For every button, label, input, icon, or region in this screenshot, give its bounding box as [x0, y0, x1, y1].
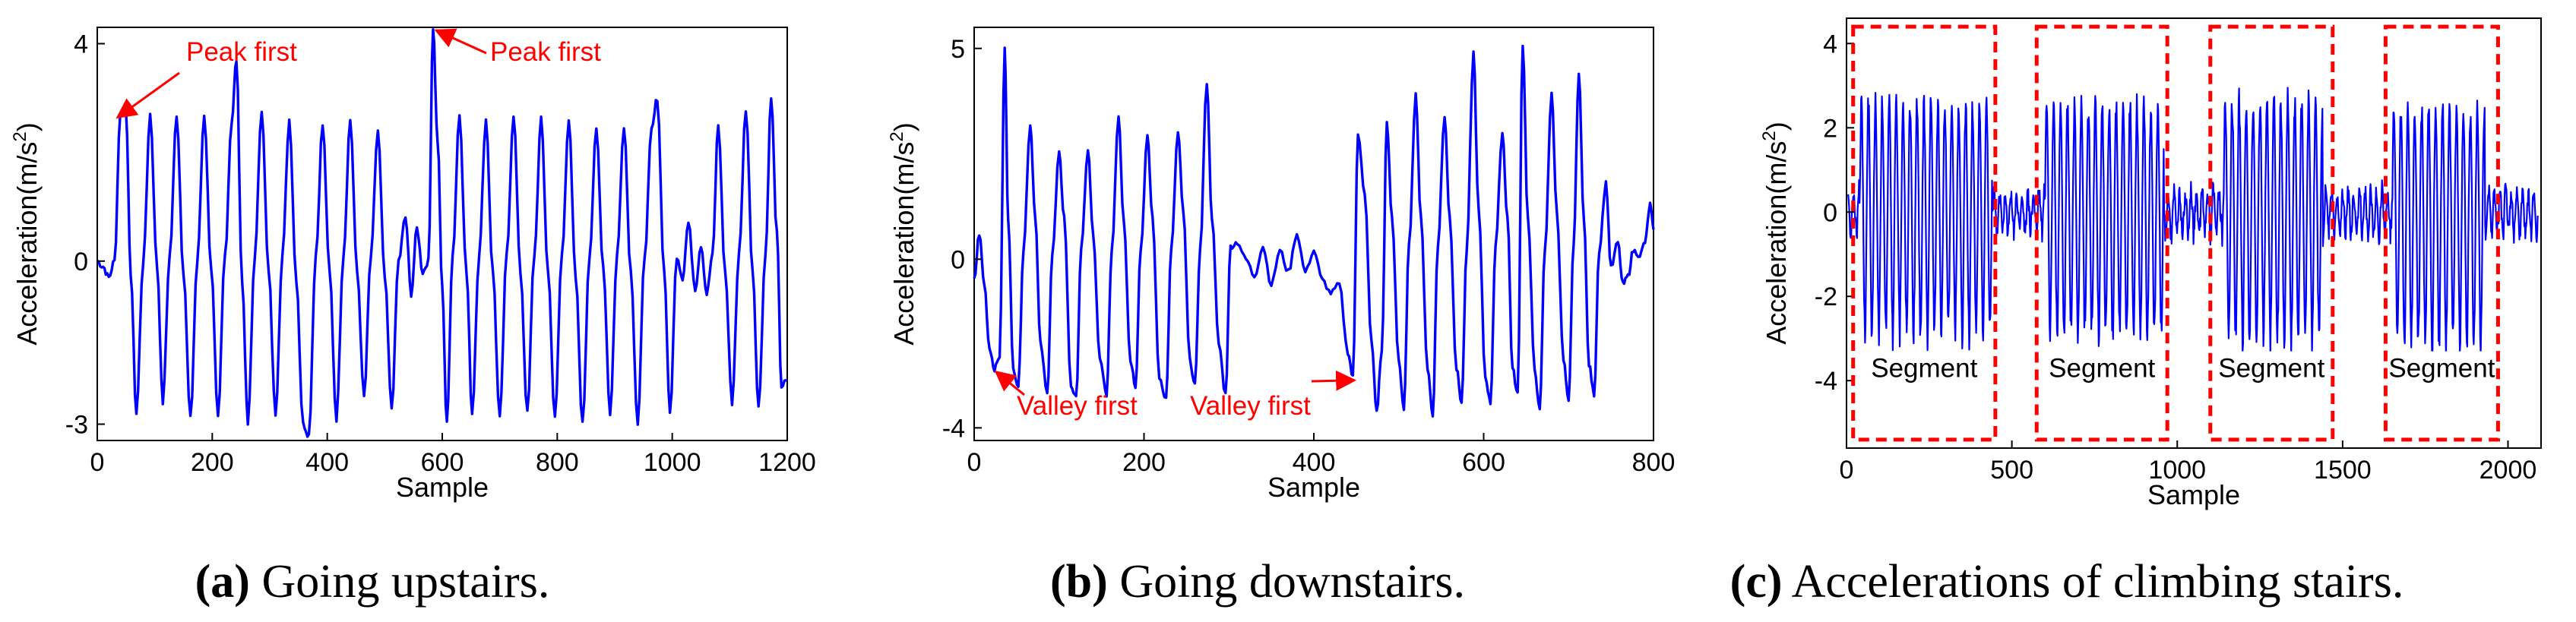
chart-c-segment-boxes: Segment Segment Segment Segment: [1851, 24, 2505, 442]
caption-c: (c) Accelerations of climbing stairs.: [1730, 556, 2404, 608]
chart-a-annotations: Peak first Peak first: [186, 37, 601, 67]
chart-c-segment-box: [2034, 24, 2169, 442]
chart-c-segment-box: [2208, 24, 2335, 442]
chart-c-xtick-label: 2000: [2479, 456, 2537, 485]
chart-b-xtick-label: 200: [1122, 448, 1166, 477]
caption-c-letter: (c): [1730, 556, 1783, 608]
chart-b-x-axis-label: Sample: [1267, 472, 1360, 503]
chart-c-segment-label-2: Segment: [2049, 354, 2155, 384]
chart-a-ytick-label: 4: [74, 30, 88, 58]
chart-b-xtick-label: 600: [1462, 448, 1505, 477]
caption-a-text: Going upstairs.: [250, 556, 549, 608]
chart-a-x-axis-label: Sample: [396, 472, 489, 503]
chart-a-annotation-peak-first-2: Peak first: [490, 37, 601, 67]
chart-a-xtick-label: 800: [536, 448, 579, 477]
chart-c-segment-label-bg: [2209, 351, 2334, 385]
chart-c-x-axis-label: Sample: [2147, 479, 2240, 510]
chart-b-frame: [973, 27, 1654, 441]
chart-b-ytick-label: 5: [951, 35, 965, 64]
chart-a-annotation-peak-first-1: Peak first: [186, 37, 297, 67]
chart-a-frame: [97, 27, 788, 441]
chart-b-y-axis-label: Acceleration(m/s2): [887, 122, 919, 345]
chart-a-series-line: [97, 28, 788, 438]
caption-b-text: Going downstairs.: [1108, 556, 1465, 608]
chart-panel-a: 0 200 400 600 800 1000 1200-304 Sample Acceler…: [10, 27, 816, 503]
chart-c-ytick-label: -2: [1815, 283, 1837, 311]
chart-a-ytick-label: 0: [74, 248, 88, 276]
chart-c-segment-label-1: Segment: [1871, 354, 1977, 384]
chart-c-segment-label-4: Segment: [2388, 354, 2495, 384]
chart-c-ytick-label: -4: [1815, 367, 1837, 396]
chart-c-frame: [1846, 17, 2542, 449]
chart-b-annotation-arrow: [1311, 370, 1357, 391]
chart-b-annotation-valley-first-1: Valley first: [1017, 391, 1138, 421]
chart-a-xtick-label: 1200: [758, 448, 816, 477]
chart-c-xtick-label: 1500: [2314, 456, 2372, 485]
chart-c-xtick-label: 1000: [2148, 456, 2206, 485]
chart-b-annotations: Valley first Valley first: [1017, 391, 1311, 421]
chart-a-y-axis-label: Acceleration(m/s2): [10, 122, 43, 345]
chart-c-plot-area: [1846, 17, 2542, 449]
chart-a-annotation-arrow: [434, 28, 487, 55]
chart-c-segment-label-3: Segment: [2218, 354, 2324, 384]
chart-b-ticks: 0 200 400 600 800-405: [942, 35, 1676, 477]
chart-c-xtick-label: 0: [1840, 456, 1854, 485]
chart-c-ytick-label: 0: [1823, 198, 1837, 227]
chart-panel-c: 0 500 1000 1500 2000 -4 -2 0 2 4 Sample Accelerat…: [1759, 17, 2542, 510]
caption-c-text: Accelerations of climbing stairs.: [1782, 556, 2404, 608]
chart-c-segment-label-bg: [2379, 351, 2505, 385]
caption-a: (a) Going upstairs.: [195, 556, 550, 608]
chart-a-plot-area: [97, 27, 788, 441]
chart-c-xtick-label: 500: [1990, 456, 2033, 485]
chart-b-xtick-label: 800: [1632, 448, 1676, 477]
chart-c-segment-box: [1851, 24, 1998, 442]
chart-b-annotation-valley-first-2: Valley first: [1190, 391, 1311, 421]
chart-a-xtick-label: 200: [191, 448, 234, 477]
chart-c-segment-box: [2383, 24, 2500, 442]
caption-b-letter: (b): [1050, 556, 1108, 608]
chart-b-ytick-label: 0: [951, 245, 965, 274]
chart-a-ticks: 0 200 400 600 800 1000 1200-304: [65, 30, 816, 477]
chart-a-xtick-label: 400: [305, 448, 349, 477]
chart-a-xtick-label: 1000: [644, 448, 701, 477]
chart-c-ytick-label: 4: [1823, 30, 1837, 58]
chart-c-y-axis-label: Acceleration(m/s2): [1759, 122, 1792, 344]
chart-c-ytick-label: 2: [1823, 114, 1837, 143]
caption-b: (b) Going downstairs.: [1050, 556, 1465, 608]
chart-c-series-line: [1847, 87, 2539, 361]
chart-c-segment-label-bg: [2040, 351, 2165, 385]
chart-a-annotation-arrow: [116, 71, 180, 119]
chart-b-series-line: [973, 44, 1655, 418]
chart-a-ytick-label: -3: [65, 411, 88, 440]
chart-b-plot-area: [973, 27, 1655, 441]
chart-c-segment-label-bg: [1862, 351, 1987, 385]
chart-b-annotation-arrow: [994, 370, 1025, 396]
chart-b-ytick-label: -4: [942, 414, 965, 443]
chart-c-ticks: 0 500 1000 1500 2000 -4 -2 0 2 4: [1815, 30, 2537, 485]
chart-panel-b: 0 200 400 600 800-405 Sample Acceleration(m/…: [887, 27, 1675, 503]
chart-b-xtick-label: 400: [1293, 448, 1336, 477]
caption-a-letter: (a): [195, 556, 250, 608]
chart-a-xtick-label: 0: [90, 448, 105, 477]
chart-b-xtick-label: 0: [967, 448, 982, 477]
chart-a-xtick-label: 600: [421, 448, 464, 477]
